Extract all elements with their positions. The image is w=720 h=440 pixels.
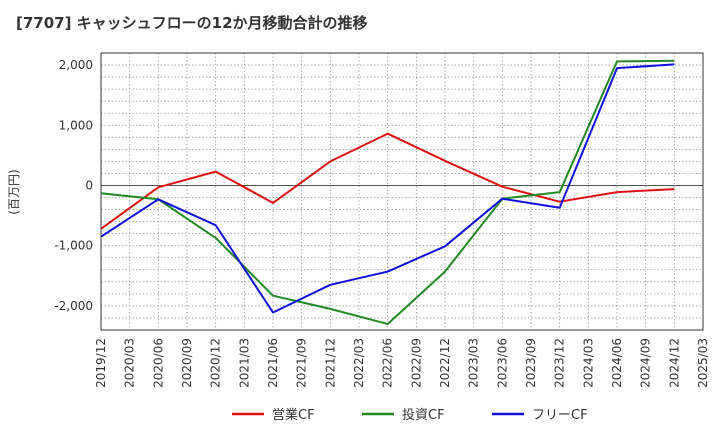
x-tick-label: 2021/09 bbox=[295, 338, 309, 388]
plot-area bbox=[101, 53, 703, 330]
x-tick-label: 2022/03 bbox=[352, 338, 366, 388]
x-tick-label: 2024/12 bbox=[667, 338, 681, 388]
y-tick-label: -1,000 bbox=[54, 239, 93, 253]
y-tick-label: 1,000 bbox=[59, 118, 93, 132]
legend-label: フリーCF bbox=[532, 408, 588, 423]
x-tick-label: 2024/06 bbox=[610, 338, 624, 388]
y-tick-label: 0 bbox=[85, 178, 93, 192]
x-tick-label: 2021/03 bbox=[237, 338, 251, 388]
x-tick-label: 2023/06 bbox=[495, 338, 509, 388]
x-tick-label: 2020/12 bbox=[209, 338, 223, 388]
x-tick-label: 2024/03 bbox=[581, 338, 595, 388]
x-tick-label: 2024/09 bbox=[639, 338, 653, 388]
x-tick-label: 2022/12 bbox=[438, 338, 452, 388]
x-tick-label: 2022/06 bbox=[381, 338, 395, 388]
y-axis-label: (百万円) bbox=[7, 169, 21, 214]
x-tick-label: 2025/03 bbox=[696, 338, 710, 388]
x-tick-label: 2020/03 bbox=[123, 338, 137, 388]
x-tick-label: 2021/12 bbox=[323, 338, 337, 388]
x-tick-label: 2023/12 bbox=[553, 338, 567, 388]
x-tick-label: 2020/06 bbox=[151, 338, 165, 388]
plot-frame bbox=[100, 52, 704, 331]
y-tick-label: 2,000 bbox=[59, 58, 93, 72]
x-tick-label: 2023/03 bbox=[467, 338, 481, 388]
series-line-営業CF bbox=[100, 132, 675, 230]
legend-label: 投資CF bbox=[402, 407, 445, 423]
x-tick-label: 2022/09 bbox=[409, 338, 423, 388]
y-tick-label: -2,000 bbox=[54, 299, 93, 313]
series-line-フリーCF bbox=[100, 63, 675, 314]
series-line-投資CF bbox=[100, 59, 675, 325]
x-tick-label: 2020/09 bbox=[180, 338, 194, 388]
x-tick-label: 2023/09 bbox=[524, 338, 538, 388]
chart-title: [7707] キャッシュフローの12か月移動合計の推移 bbox=[16, 14, 368, 32]
x-tick-label: 2019/12 bbox=[94, 338, 108, 388]
legend-label: 営業CF bbox=[272, 407, 315, 423]
x-tick-label: 2021/06 bbox=[266, 338, 280, 388]
